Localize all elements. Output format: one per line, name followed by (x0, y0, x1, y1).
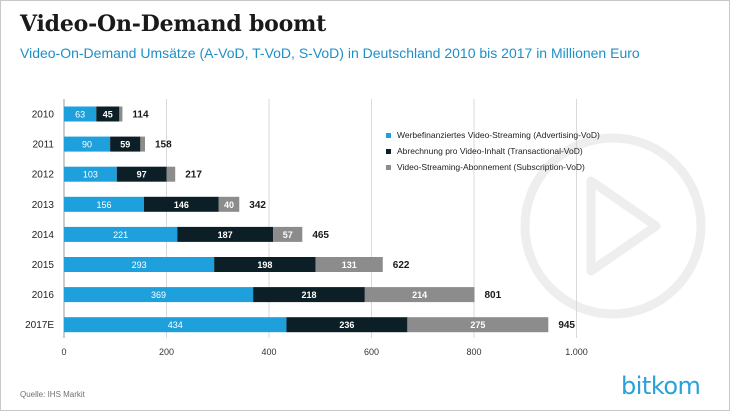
total-label-2013: 342 (249, 200, 266, 211)
bar-label-2014-series-2: 57 (283, 230, 293, 240)
bitkom-logo: bitkom (621, 372, 701, 400)
bar-2010-series-1 (96, 106, 120, 122)
category-label-2013: 2013 (32, 200, 55, 211)
page-subtitle: Video-On-Demand Umsätze (A-VoD, T-VoD, S… (20, 45, 640, 61)
total-label-2014: 465 (312, 230, 329, 241)
bar-label-2016-series-0: 369 (151, 290, 166, 300)
category-label-2010: 2010 (32, 110, 55, 121)
bar-2014-series-2 (273, 226, 303, 242)
bar-label-2010-series-0: 63 (75, 110, 85, 120)
bar-label-2012-series-2: 17 (176, 171, 185, 180)
bar-label-2013-series-0: 156 (96, 200, 111, 210)
bar-2011-series-0 (64, 136, 111, 152)
bar-label-2015-series-0: 293 (132, 260, 147, 270)
total-label-2012: 217 (185, 170, 202, 181)
bar-2014-series-0 (64, 226, 178, 242)
bar-label-2016-series-1: 218 (301, 290, 316, 300)
legend-item-tvod: Abrechnung pro Video-Inhalt (Transaction… (386, 143, 600, 159)
total-label-2011: 158 (155, 140, 172, 151)
category-label-2017E: 2017E (25, 320, 54, 331)
source-note: Quelle: IHS Markit (20, 390, 85, 399)
bar-label-2012-series-1: 97 (137, 170, 147, 180)
chart-legend: Werbefinanziertes Video-Streaming (Adver… (386, 127, 600, 175)
legend-swatch-avod (386, 132, 391, 138)
bar-2016-series-1 (253, 287, 365, 303)
bar-label-2015-series-2: 131 (342, 260, 357, 270)
bar-2011-series-2 (140, 136, 145, 152)
bar-2017E-series-1 (286, 317, 408, 333)
total-label-2010: 114 (132, 110, 149, 121)
bar-2013-series-0 (64, 196, 144, 212)
legend-item-avod: Werbefinanziertes Video-Streaming (Adver… (386, 127, 600, 143)
bar-2011-series-1 (110, 136, 141, 152)
legend-label-avod: Werbefinanziertes Video-Streaming (Adver… (397, 130, 600, 140)
bar-label-2014-series-0: 221 (113, 230, 128, 240)
x-tick-label-0: 0 (61, 347, 66, 357)
bar-2013-series-1 (143, 196, 219, 212)
category-label-2015: 2015 (32, 260, 55, 271)
watermark-circle (520, 133, 706, 319)
legend-swatch-tvod (386, 148, 391, 154)
x-tick-label-1000: 1.000 (565, 347, 588, 357)
bar-2017E-series-0 (64, 317, 287, 333)
bar-label-2011-series-1: 59 (120, 140, 130, 150)
bar-2016-series-0 (64, 287, 254, 303)
bar-label-2015-series-1: 198 (257, 260, 272, 270)
total-label-2016: 801 (485, 290, 502, 301)
total-label-2015: 622 (393, 260, 410, 271)
bar-2012-series-1 (116, 166, 167, 182)
x-tick-label-600: 600 (364, 347, 379, 357)
bar-2016-series-2 (364, 287, 475, 303)
bar-label-2013-series-1: 146 (174, 200, 189, 210)
legend-swatch-svod (386, 164, 391, 170)
bar-label-2010-series-1: 45 (103, 110, 113, 120)
watermark-triangle (586, 176, 661, 276)
bar-2017E-series-2 (407, 317, 549, 333)
bar-2015-series-1 (214, 257, 316, 272)
play-circle-icon (520, 133, 706, 319)
bar-label-2013-series-2: 40 (224, 200, 234, 210)
page-title: Video-On-Demand boomt (20, 11, 327, 37)
x-tick-label-200: 200 (159, 347, 174, 357)
bar-label-2017E-series-1: 236 (339, 320, 354, 330)
x-tick-label-400: 400 (261, 347, 276, 357)
bar-label-2011-series-2: 9 (146, 141, 151, 150)
bar-label-2011-series-0: 90 (82, 140, 92, 150)
bar-2013-series-2 (218, 196, 240, 212)
bar-2010-series-0 (64, 106, 97, 122)
category-label-2016: 2016 (32, 290, 55, 301)
bar-2015-series-2 (315, 257, 383, 272)
bar-label-2017E-series-0: 434 (168, 320, 183, 330)
bar-label-2012-series-0: 103 (83, 170, 98, 180)
category-label-2011: 2011 (32, 140, 54, 151)
bar-2014-series-1 (177, 226, 274, 242)
bar-2012-series-2 (166, 166, 176, 182)
legend-label-tvod: Abrechnung pro Video-Inhalt (Transaction… (397, 146, 583, 156)
legend-item-svod: Video-Streaming-Abonnement (Subscription… (386, 159, 600, 175)
bar-label-2016-series-2: 214 (412, 290, 427, 300)
bar-label-2017E-series-2: 275 (470, 320, 485, 330)
bar-2010-series-2 (119, 106, 123, 122)
category-label-2014: 2014 (32, 230, 55, 241)
category-label-2012: 2012 (32, 170, 55, 181)
bar-label-2010-series-2: 6 (123, 111, 128, 120)
bar-2015-series-0 (64, 257, 215, 272)
legend-label-svod: Video-Streaming-Abonnement (Subscription… (397, 162, 585, 172)
x-tick-label-800: 800 (466, 347, 481, 357)
bar-label-2014-series-1: 187 (218, 230, 233, 240)
bar-2012-series-0 (64, 166, 117, 182)
total-label-2017E: 945 (558, 320, 575, 331)
